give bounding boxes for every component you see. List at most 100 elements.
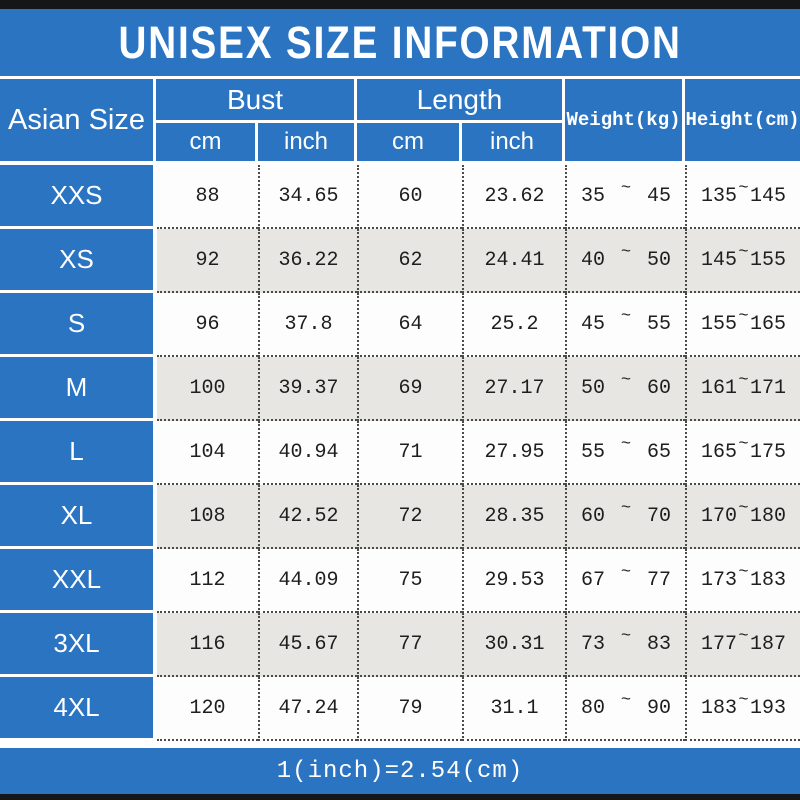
height-min-value: 135: [701, 184, 738, 208]
tilde-separator: ~: [738, 498, 749, 518]
table-header: Asian Size Bust Length Weight(kg) Height…: [0, 79, 800, 161]
length-cm-value: 75: [357, 549, 462, 613]
weight-max-value: 45: [646, 184, 671, 208]
page-title: UNISEX SIZE INFORMATION: [118, 16, 682, 68]
height-max-value: 145: [749, 184, 786, 208]
height-range-cell: 177 ~ 187: [685, 613, 800, 677]
height-min-value: 183: [701, 696, 738, 720]
table-row: XS 92 36.22 62 24.41 40 ~ 50 145 ~ 155: [0, 229, 800, 293]
height-min-value: 161: [701, 376, 738, 400]
height-range-cell: 155 ~ 165: [685, 293, 800, 357]
length-cm-value: 79: [357, 677, 462, 741]
tilde-separator: ~: [738, 306, 749, 326]
table-row: S 96 37.8 64 25.2 45 ~ 55 155 ~ 165: [0, 293, 800, 357]
weight-min-value: 55: [581, 440, 606, 464]
tilde-separator: ~: [620, 306, 632, 326]
bust-cm-value: 108: [157, 485, 258, 549]
size-label: L: [0, 421, 157, 485]
length-cm-value: 64: [357, 293, 462, 357]
tilde-separator: ~: [738, 242, 749, 262]
bust-cm-value: 120: [157, 677, 258, 741]
bust-inch-value: 36.22: [258, 229, 357, 293]
weight-max-value: 65: [646, 440, 671, 464]
column-header-weight: Weight(kg): [565, 79, 682, 161]
size-label: 4XL: [0, 677, 157, 741]
bust-cm-value: 100: [157, 357, 258, 421]
length-inch-value: 28.35: [462, 485, 565, 549]
table-row: 4XL 120 47.24 79 31.1 80 ~ 90 183 ~ 193: [0, 677, 800, 741]
bust-cm-value: 96: [157, 293, 258, 357]
length-inch-value: 29.53: [462, 549, 565, 613]
tilde-separator: ~: [738, 434, 749, 454]
weight-range-cell: 35 ~ 45: [565, 165, 685, 229]
tilde-separator: ~: [620, 498, 632, 518]
height-min-value: 173: [701, 568, 738, 592]
length-inch-value: 24.41: [462, 229, 565, 293]
weight-max-value: 83: [646, 632, 671, 656]
table-row: M 100 39.37 69 27.17 50 ~ 60 161 ~ 171: [0, 357, 800, 421]
weight-min-value: 67: [581, 568, 606, 592]
table-row: XXS 88 34.65 60 23.62 35 ~ 45 135 ~ 145: [0, 165, 800, 229]
height-max-value: 187: [749, 632, 786, 656]
height-range-cell: 183 ~ 193: [685, 677, 800, 741]
subheader-length-inch: inch: [462, 123, 562, 161]
bust-cm-value: 112: [157, 549, 258, 613]
length-cm-value: 69: [357, 357, 462, 421]
weight-max-value: 60: [646, 376, 671, 400]
tilde-separator: ~: [738, 178, 749, 198]
table-row: L 104 40.94 71 27.95 55 ~ 65 165 ~ 175: [0, 421, 800, 485]
size-label: 3XL: [0, 613, 157, 677]
height-range-cell: 145 ~ 155: [685, 229, 800, 293]
weight-min-value: 73: [581, 632, 606, 656]
footer-note-bar: 1(inch)=2.54(cm): [0, 748, 800, 794]
size-label: XXS: [0, 165, 157, 229]
weight-min-value: 50: [581, 376, 606, 400]
weight-max-value: 50: [646, 248, 671, 272]
height-range-cell: 161 ~ 171: [685, 357, 800, 421]
column-group-length: Length: [357, 79, 562, 120]
tilde-separator: ~: [620, 178, 632, 198]
tilde-separator: ~: [620, 370, 632, 390]
tilde-separator: ~: [620, 242, 632, 262]
height-range-cell: 170 ~ 180: [685, 485, 800, 549]
height-min-value: 165: [701, 440, 738, 464]
tilde-separator: ~: [620, 434, 632, 454]
weight-max-value: 70: [646, 504, 671, 528]
tilde-separator: ~: [738, 690, 749, 710]
length-inch-value: 27.95: [462, 421, 565, 485]
subheader-bust-cm: cm: [156, 123, 255, 161]
tilde-separator: ~: [738, 562, 749, 582]
column-group-bust: Bust: [156, 79, 354, 120]
length-cm-value: 71: [357, 421, 462, 485]
table-row: XXL 112 44.09 75 29.53 67 ~ 77 173 ~ 183: [0, 549, 800, 613]
bust-inch-value: 40.94: [258, 421, 357, 485]
tilde-separator: ~: [738, 370, 749, 390]
footer-gap: [0, 741, 800, 748]
weight-range-cell: 80 ~ 90: [565, 677, 685, 741]
weight-min-value: 40: [581, 248, 606, 272]
bottom-border-bar: [0, 794, 800, 800]
length-inch-value: 23.62: [462, 165, 565, 229]
weight-range-cell: 60 ~ 70: [565, 485, 685, 549]
column-header-height: Height(cm): [685, 79, 800, 161]
weight-range-cell: 55 ~ 65: [565, 421, 685, 485]
bust-inch-value: 45.67: [258, 613, 357, 677]
height-min-value: 155: [701, 312, 738, 336]
weight-min-value: 60: [581, 504, 606, 528]
size-label: M: [0, 357, 157, 421]
conversion-note: 1(inch)=2.54(cm): [276, 757, 524, 785]
bust-cm-value: 116: [157, 613, 258, 677]
height-min-value: 145: [701, 248, 738, 272]
bust-inch-value: 34.65: [258, 165, 357, 229]
title-band: UNISEX SIZE INFORMATION: [0, 9, 800, 79]
length-inch-value: 25.2: [462, 293, 565, 357]
height-range-cell: 165 ~ 175: [685, 421, 800, 485]
height-max-value: 165: [749, 312, 786, 336]
height-max-value: 171: [749, 376, 786, 400]
table-body: XXS 88 34.65 60 23.62 35 ~ 45 135 ~ 145 …: [0, 165, 800, 741]
tilde-separator: ~: [620, 562, 632, 582]
weight-min-value: 45: [581, 312, 606, 336]
height-max-value: 155: [749, 248, 786, 272]
height-min-value: 170: [701, 504, 738, 528]
subheader-length-cm: cm: [357, 123, 459, 161]
